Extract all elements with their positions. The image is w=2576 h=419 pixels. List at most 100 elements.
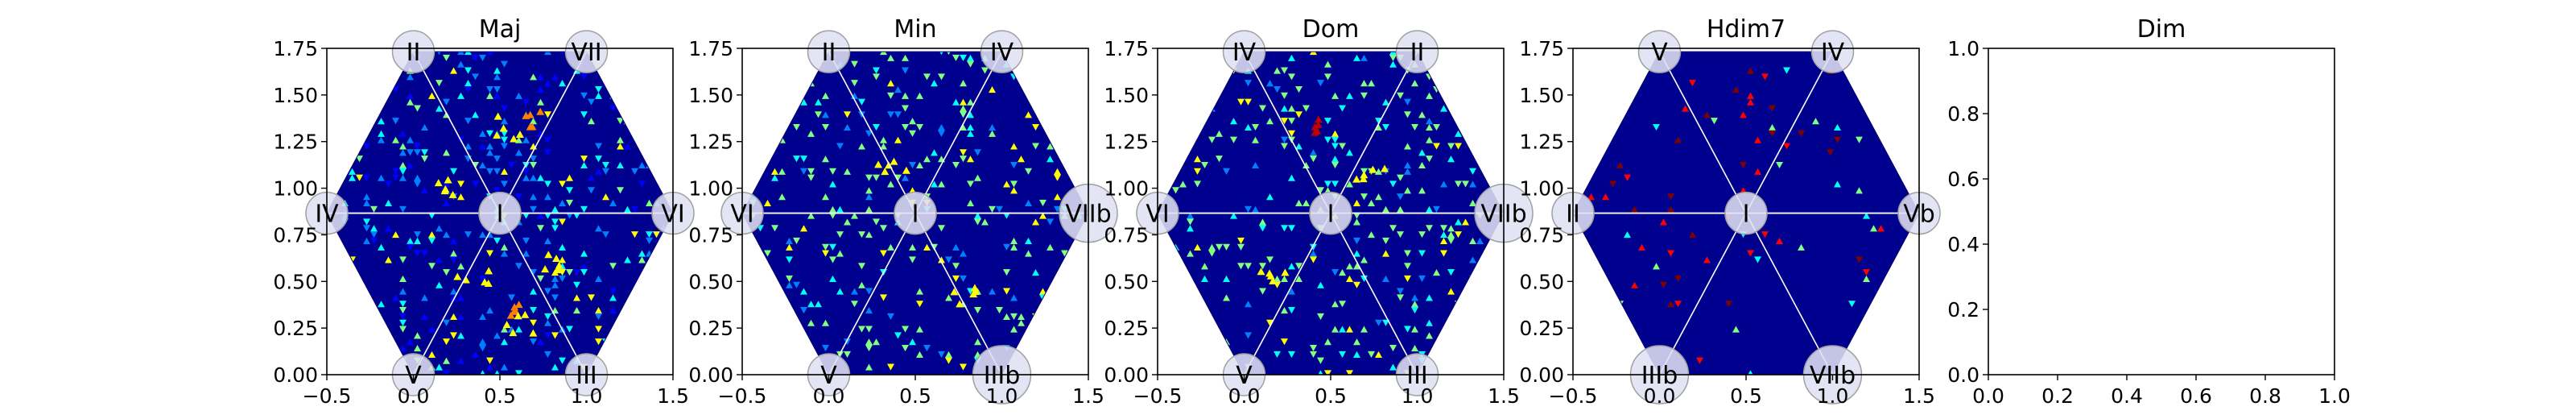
density-cell (399, 319, 407, 326)
density-cell (960, 250, 967, 257)
density-cell (479, 161, 486, 169)
density-cell (1331, 156, 1339, 163)
density-cell (537, 275, 544, 282)
node-label: I (497, 201, 504, 229)
hot-spot (950, 288, 959, 296)
density-cell (646, 231, 653, 239)
density-cell (1237, 243, 1245, 251)
density-cell (836, 231, 844, 239)
density-cell (793, 156, 800, 163)
density-cell (479, 143, 486, 150)
density-cell (631, 326, 638, 333)
density-cell (1266, 118, 1274, 125)
hot-spot (956, 300, 964, 308)
density-cell (638, 52, 646, 56)
density-cell (786, 237, 793, 244)
density-cell (522, 98, 530, 106)
y-tick-label: 1.75 (1519, 37, 1564, 60)
density-cell (1462, 345, 1469, 352)
density-cell (1172, 130, 1179, 137)
density-cell (1353, 250, 1360, 257)
density-cell (399, 256, 407, 263)
density-cell (443, 338, 450, 346)
density-cell (399, 345, 407, 352)
density-cell (501, 363, 508, 371)
density-cell (464, 52, 472, 56)
hot-spot (506, 311, 515, 319)
density-cell (1003, 180, 1010, 188)
density-cell (631, 168, 638, 175)
density-cell (1375, 319, 1382, 326)
density-cell (544, 111, 551, 118)
y-tick-label: 0.25 (1519, 317, 1564, 340)
density-cell (974, 174, 981, 181)
density-cell (1324, 370, 1331, 375)
density-cell (349, 307, 356, 314)
density-cell (595, 326, 602, 333)
node-circle (894, 191, 937, 235)
hot-spot (1257, 268, 1265, 276)
density-cell (829, 243, 836, 251)
density-cell (479, 130, 486, 137)
density-cell (1331, 161, 1339, 169)
node-circle (1724, 191, 1768, 235)
density-cell (1245, 332, 1252, 339)
density-cell (1165, 180, 1172, 188)
density-cell (493, 370, 501, 375)
density-cell (1433, 269, 1440, 276)
density-cell (457, 263, 464, 270)
density-cell (1068, 111, 1075, 118)
spoke-line (499, 213, 588, 375)
density-cell (1580, 98, 1587, 106)
density-cell (1288, 174, 1295, 181)
density-cell (1237, 237, 1245, 244)
density-cell (472, 180, 479, 188)
density-cell (1281, 67, 1288, 74)
density-cell (786, 256, 793, 263)
density-cell (1426, 205, 1433, 213)
density-cell (450, 256, 457, 263)
density-cell (1411, 307, 1418, 314)
density-cell (522, 250, 530, 257)
density-cell (902, 105, 909, 112)
y-tick-label: 1.00 (273, 177, 318, 201)
density-cell (544, 149, 551, 156)
density-cell (858, 143, 865, 150)
density-cell (1455, 319, 1462, 326)
density-cell (778, 193, 786, 201)
density-cell (1863, 67, 1870, 74)
density-cell (1418, 187, 1426, 194)
density-cell (1476, 326, 1484, 333)
density-cell (1732, 85, 1740, 93)
density-cell (1075, 307, 1083, 314)
density-cell (1317, 281, 1324, 288)
density-cell (1075, 357, 1083, 364)
density-cell (349, 52, 356, 56)
density-cell (1187, 225, 1194, 232)
density-cells (742, 52, 1088, 375)
density-cell (1018, 319, 1025, 326)
density-cell (1397, 231, 1404, 239)
density-cell (617, 54, 624, 61)
density-cell (1302, 199, 1310, 207)
density-cell (1201, 73, 1208, 81)
density-cell (1624, 345, 1631, 352)
density-cell (407, 149, 414, 156)
density-cell (822, 250, 829, 257)
hot-spot (515, 130, 524, 138)
density-cell (1010, 237, 1018, 244)
chart-title: Hdim7 (1707, 15, 1785, 44)
density-cell (1194, 73, 1201, 81)
density-cell (537, 212, 544, 219)
density-cell (1368, 199, 1375, 207)
density-cell (1266, 256, 1274, 263)
x-tick-label: −0.5 (1549, 384, 1598, 408)
density-cell (1418, 250, 1426, 257)
density-cell (764, 281, 771, 288)
density-cell (537, 338, 544, 346)
node-circle (478, 191, 522, 235)
density-cell (1667, 205, 1674, 213)
density-cell (1389, 180, 1397, 188)
density-cell (399, 143, 407, 150)
density-cell (551, 332, 559, 339)
